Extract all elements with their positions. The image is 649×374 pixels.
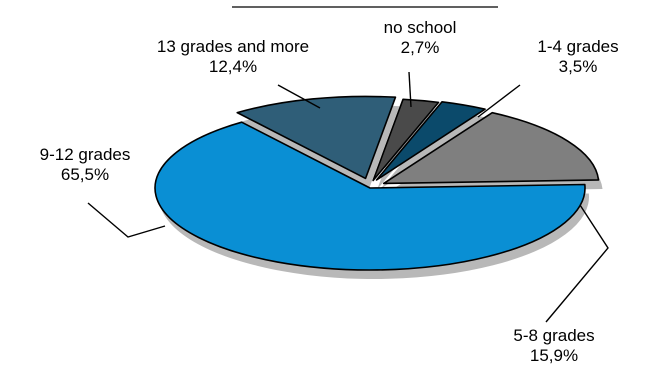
slice-label-1-4-grades: 1-4 grades — [537, 37, 618, 56]
slice-1-4-grades — [375, 101, 486, 181]
slice-value-no-school: 2,7% — [401, 38, 440, 57]
slice-label-no-school: no school — [384, 18, 457, 37]
slice-label-13-grades-and-more: 13 grades and more — [157, 37, 309, 56]
slice-value-13-grades-and-more: 12,4% — [209, 57, 257, 76]
leader-line-5-8-grades — [545, 204, 609, 323]
leader-lines — [87, 71, 609, 323]
leader-line-9-12-grades — [87, 202, 166, 238]
slice-value-1-4-grades: 3,5% — [559, 57, 598, 76]
slice-label-9-12-grades: 9-12 grades — [40, 145, 131, 164]
slice-5-8-grades — [382, 111, 600, 185]
slice-13-grades-and-more — [236, 95, 397, 180]
slice-value-5-8-grades: 15,9% — [530, 346, 578, 365]
slice-label-5-8-grades: 5-8 grades — [513, 326, 594, 345]
slice-value-9-12-grades: 65,5% — [61, 165, 109, 184]
slice-no-school — [372, 98, 440, 182]
slice-9-12-grades — [154, 121, 586, 271]
slices — [154, 95, 600, 271]
leader-line-no-school — [408, 71, 412, 108]
leader-line-1-4-grades — [477, 84, 521, 118]
leader-line-13-grades-and-more — [277, 84, 321, 109]
